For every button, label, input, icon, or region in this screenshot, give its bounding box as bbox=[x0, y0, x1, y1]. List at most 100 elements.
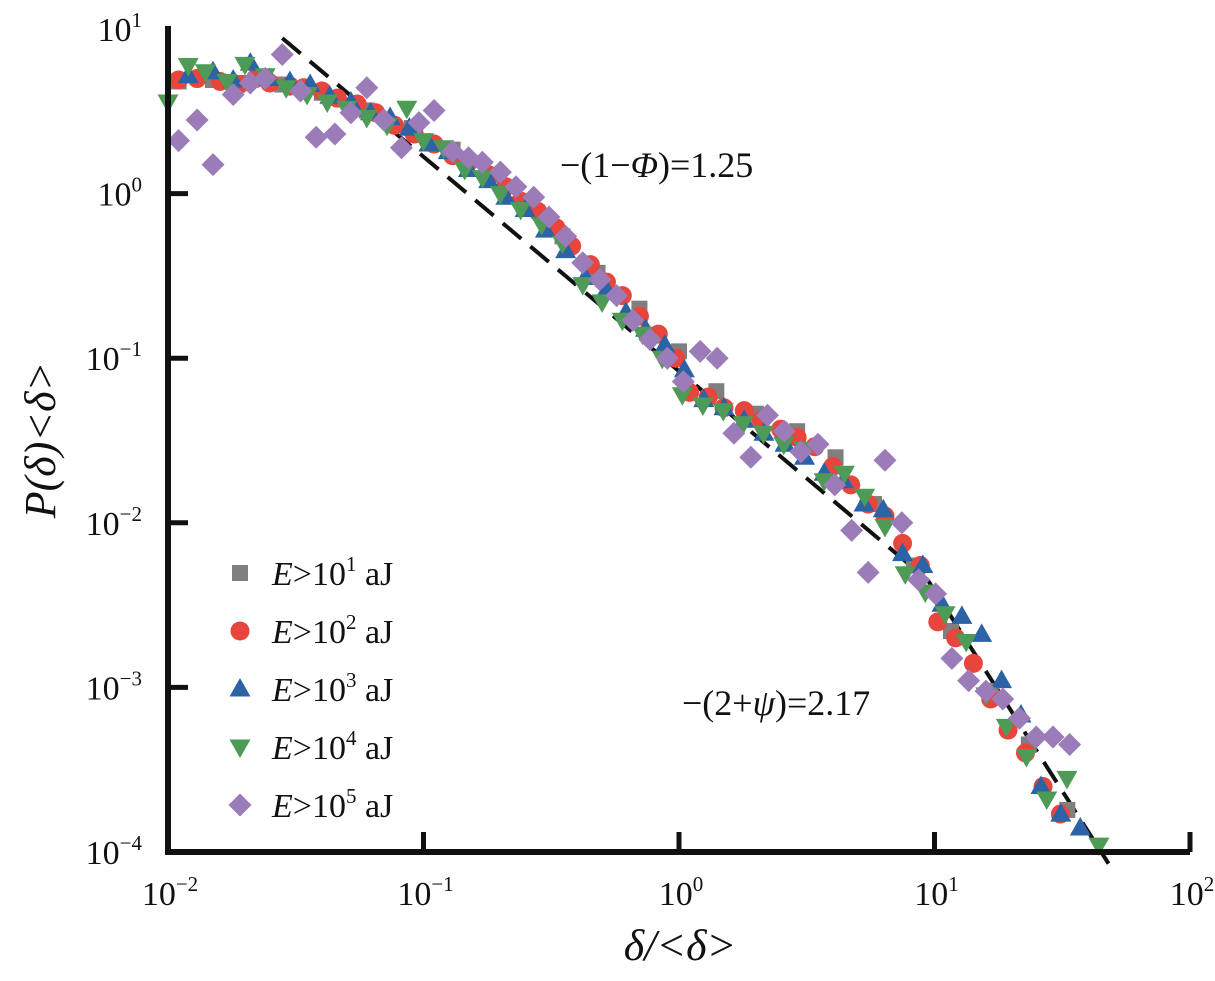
data-point bbox=[605, 284, 629, 308]
data-point bbox=[991, 669, 1013, 689]
data-point bbox=[722, 421, 746, 445]
data-point bbox=[951, 605, 973, 624]
data-point bbox=[840, 518, 864, 542]
data-point bbox=[755, 403, 779, 427]
data-point bbox=[1015, 749, 1037, 768]
data-point bbox=[894, 566, 916, 585]
data-point bbox=[407, 111, 431, 135]
data-point bbox=[1088, 837, 1110, 857]
data-point bbox=[194, 64, 216, 83]
data-point bbox=[372, 108, 396, 132]
legend-marker bbox=[232, 565, 248, 581]
y-tick-label: 10−3 bbox=[86, 666, 142, 707]
data-point bbox=[823, 473, 847, 497]
data-point bbox=[1056, 770, 1078, 790]
data-point bbox=[389, 136, 413, 160]
data-point bbox=[874, 518, 896, 538]
legend-item-2: E>102 aJ bbox=[230, 610, 393, 651]
data-point bbox=[221, 83, 245, 107]
data-point bbox=[957, 669, 981, 693]
data-point bbox=[216, 73, 238, 93]
data-point bbox=[339, 101, 363, 125]
data-point bbox=[955, 634, 977, 653]
data-point bbox=[201, 153, 225, 177]
data-point bbox=[621, 308, 645, 332]
data-point bbox=[963, 653, 983, 673]
data-point bbox=[275, 80, 297, 99]
data-point bbox=[1050, 803, 1072, 822]
data-point bbox=[732, 416, 754, 435]
data-point bbox=[671, 370, 695, 394]
data-point bbox=[890, 511, 914, 535]
data-point bbox=[873, 448, 897, 472]
legend-label: E>102 aJ bbox=[271, 610, 393, 651]
data-point bbox=[1058, 732, 1082, 756]
legend-item-3: E>103 aJ bbox=[229, 668, 393, 709]
y-tick-label: 10−2 bbox=[86, 502, 142, 543]
x-tick-label: 102 bbox=[1170, 872, 1215, 913]
data-point bbox=[413, 133, 434, 152]
data-point bbox=[356, 109, 378, 129]
legend-item-5: E>105 aJ bbox=[228, 784, 393, 825]
x-tick-label: 100 bbox=[659, 872, 704, 913]
y-tick-label: 10−1 bbox=[86, 337, 142, 378]
data-point bbox=[253, 67, 277, 91]
data-point bbox=[856, 560, 880, 584]
legend-label: E>101 aJ bbox=[271, 552, 393, 593]
data-point bbox=[234, 56, 256, 76]
data-point bbox=[772, 419, 796, 443]
data-point bbox=[504, 175, 528, 199]
data-point bbox=[572, 277, 594, 296]
data-point bbox=[1036, 791, 1058, 810]
data-point bbox=[555, 239, 577, 259]
data-point bbox=[671, 387, 693, 406]
data-point bbox=[489, 186, 511, 205]
data-point bbox=[907, 568, 931, 592]
data-point bbox=[422, 98, 446, 122]
data-point bbox=[934, 606, 956, 625]
legend-item-1: E>101 aJ bbox=[232, 552, 393, 593]
data-point bbox=[1069, 816, 1091, 836]
data-point bbox=[167, 129, 191, 153]
data-point bbox=[470, 150, 494, 174]
data-point bbox=[813, 473, 835, 492]
legend-item-4: E>104 aJ bbox=[229, 726, 393, 767]
data-point bbox=[488, 160, 512, 184]
data-point bbox=[304, 125, 328, 149]
x-tick-label: 10−1 bbox=[397, 872, 453, 913]
data-point bbox=[912, 554, 934, 574]
data-point bbox=[688, 339, 712, 363]
data-point bbox=[638, 327, 662, 351]
x-tick-label: 101 bbox=[914, 872, 959, 913]
data-point bbox=[588, 268, 612, 292]
legend-label: E>104 aJ bbox=[271, 726, 393, 767]
fit-line-1 bbox=[280, 36, 929, 582]
data-point bbox=[323, 122, 347, 146]
data-point bbox=[946, 628, 966, 648]
data-point bbox=[185, 108, 209, 132]
data-point bbox=[537, 205, 561, 229]
data-point bbox=[554, 224, 578, 248]
series-5 bbox=[167, 42, 1082, 756]
data-point bbox=[396, 100, 418, 120]
data-point bbox=[974, 679, 998, 703]
data-point bbox=[940, 646, 964, 670]
data-point bbox=[673, 358, 695, 378]
data-point bbox=[1024, 725, 1048, 749]
data-point bbox=[591, 294, 613, 313]
legend: E>101 aJ E>102 aJ E>103 aJ E>104 aJ E>105 aJ bbox=[228, 552, 393, 825]
data-point bbox=[398, 117, 420, 136]
legend-label: E>105 aJ bbox=[271, 784, 393, 825]
legend-marker bbox=[229, 739, 251, 758]
data-point bbox=[806, 432, 830, 456]
data-point bbox=[316, 94, 338, 114]
data-point bbox=[892, 542, 914, 562]
data-point bbox=[971, 623, 993, 642]
legend-marker bbox=[229, 678, 251, 697]
data-point bbox=[789, 440, 813, 464]
slope-annotation-2: −(2+ψ)=2.17 bbox=[682, 683, 870, 723]
data-point bbox=[1030, 775, 1052, 794]
data-point bbox=[510, 202, 532, 221]
y-tick-label: 10−4 bbox=[86, 831, 143, 872]
